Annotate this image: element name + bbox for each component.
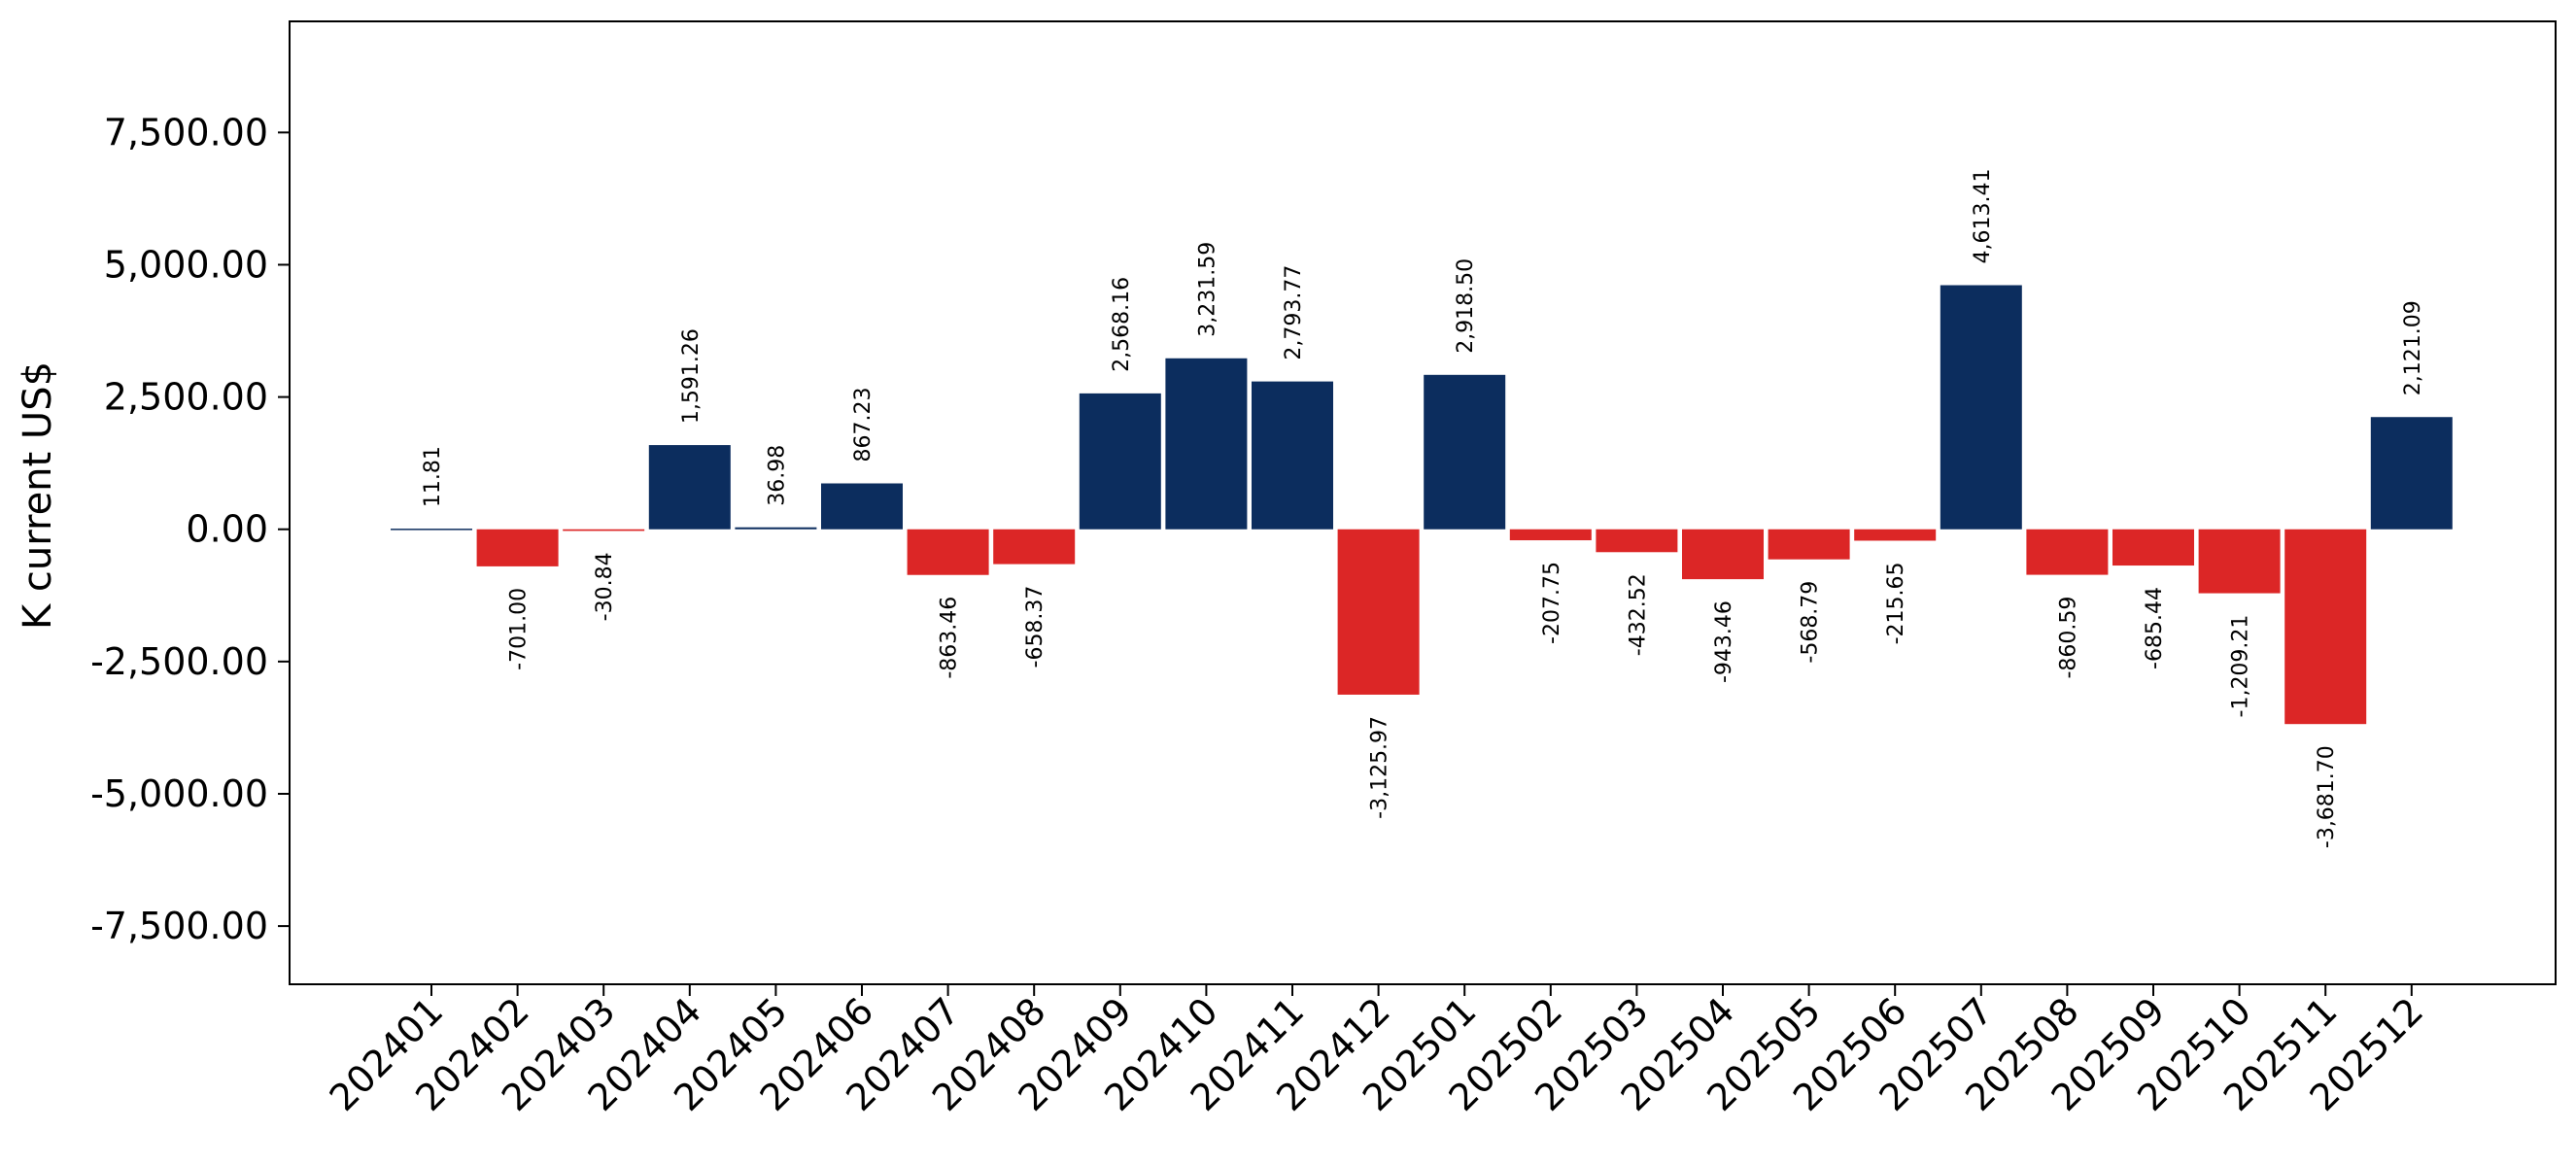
data-labels-group: 11.81 -701.00 -30.84 1,591.26 36.98 867.23 -86… bbox=[421, 169, 2425, 849]
data-label-202512: 2,121.09 bbox=[2401, 300, 2425, 395]
bar-202407 bbox=[907, 529, 989, 575]
bar-202405 bbox=[735, 527, 817, 530]
y-axis-title: K current US$ bbox=[16, 361, 60, 630]
data-label-202401: 11.81 bbox=[421, 446, 445, 507]
data-label-202404: 1,591.26 bbox=[679, 328, 704, 424]
bar-202503 bbox=[1596, 529, 1678, 553]
data-label-202510: -1,209.21 bbox=[2229, 615, 2253, 718]
bar-202512 bbox=[2370, 417, 2453, 530]
data-label-202507: 4,613.41 bbox=[1971, 169, 1995, 264]
bar-202412 bbox=[1337, 529, 1420, 695]
y-tick-label: -2,500.00 bbox=[90, 640, 268, 683]
y-tick-label: 2,500.00 bbox=[104, 376, 268, 419]
data-label-202508: -860.59 bbox=[2056, 597, 2080, 679]
bar-202504 bbox=[1682, 529, 1764, 580]
data-label-202412: -3,125.97 bbox=[1368, 716, 1392, 819]
data-label-202511: -3,681.70 bbox=[2315, 745, 2339, 848]
y-tick-label: 7,500.00 bbox=[104, 111, 268, 154]
data-label-202407: -863.46 bbox=[938, 597, 962, 679]
bar-202410 bbox=[1165, 358, 1248, 530]
bar-202408 bbox=[993, 529, 1076, 565]
bar-202506 bbox=[1854, 529, 1937, 541]
x-axis-ticks: 2024012024022024032024042024052024062024… bbox=[322, 984, 2431, 1119]
y-tick-label: -7,500.00 bbox=[90, 905, 268, 947]
data-label-202505: -568.79 bbox=[1799, 581, 1823, 664]
data-label-202504: -943.46 bbox=[1712, 600, 1736, 683]
data-label-202402: -701.00 bbox=[507, 588, 532, 670]
data-label-202503: -432.52 bbox=[1626, 573, 1650, 656]
data-label-202405: 36.98 bbox=[765, 445, 789, 506]
data-label-202411: 2,793.77 bbox=[1282, 265, 1306, 360]
bar-202507 bbox=[1940, 285, 2022, 530]
data-label-202408: -658.37 bbox=[1023, 586, 1048, 668]
bar-202511 bbox=[2284, 529, 2367, 725]
bar-202402 bbox=[476, 529, 559, 566]
data-label-202509: -685.44 bbox=[2143, 587, 2167, 669]
y-axis-ticks: -7,500.00 -5,000.00 -2,500.00 0.00 2,500.00 5… bbox=[90, 111, 290, 947]
y-tick-label: 5,000.00 bbox=[104, 243, 268, 286]
bar-202404 bbox=[648, 445, 731, 530]
data-label-202501: 2,918.50 bbox=[1454, 258, 1478, 354]
bar-202502 bbox=[1509, 529, 1592, 541]
bars-group bbox=[391, 285, 2453, 725]
y-tick-label: -5,000.00 bbox=[90, 772, 268, 815]
data-label-202409: 2,568.16 bbox=[1110, 277, 1134, 372]
plot-frame bbox=[289, 20, 2557, 985]
data-label-202506: -215.65 bbox=[1884, 562, 1908, 644]
data-label-202410: 3,231.59 bbox=[1195, 242, 1219, 337]
bar-202401 bbox=[391, 529, 472, 531]
y-tick-label: 0.00 bbox=[186, 508, 268, 551]
bar-202509 bbox=[2112, 529, 2194, 566]
bar-202409 bbox=[1079, 393, 1161, 530]
bar-202510 bbox=[2198, 529, 2281, 594]
bar-202508 bbox=[2026, 529, 2109, 575]
data-label-202406: 867.23 bbox=[851, 388, 876, 463]
bar-202403 bbox=[563, 529, 645, 531]
bar-202505 bbox=[1768, 529, 1850, 560]
bar-202501 bbox=[1424, 374, 1506, 530]
bar-202406 bbox=[821, 483, 903, 530]
data-label-202502: -207.75 bbox=[1540, 562, 1564, 644]
data-label-202403: -30.84 bbox=[593, 552, 617, 621]
bar-202411 bbox=[1252, 381, 1333, 530]
